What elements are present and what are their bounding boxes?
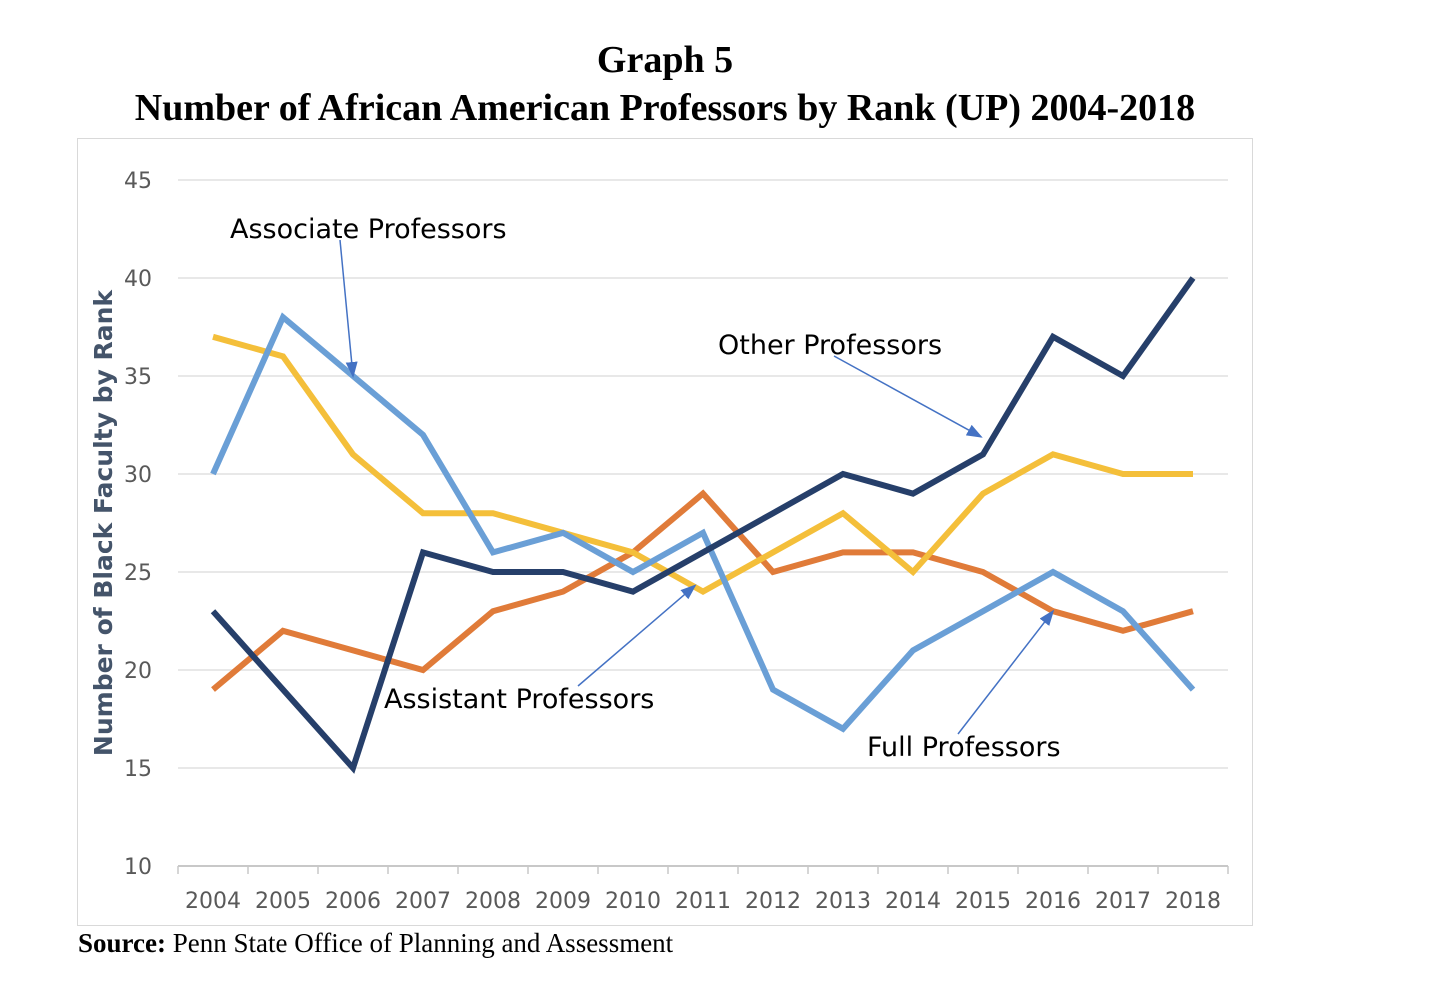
x-tick-label: 2010 xyxy=(605,889,661,914)
x-tick-label: 2013 xyxy=(815,889,871,914)
y-axis-title: Number of Black Faculty by Rank xyxy=(89,289,118,756)
x-tick-label: 2005 xyxy=(255,889,311,914)
x-tick-label: 2009 xyxy=(535,889,591,914)
annotation-other-professors: Other Professors xyxy=(718,330,942,361)
y-tick-label: 10 xyxy=(124,855,152,880)
source-note: Source: Penn State Office of Planning an… xyxy=(78,928,673,959)
x-tick-label: 2018 xyxy=(1165,889,1221,914)
series-line-other-professors xyxy=(210,276,1196,774)
chart-title-line2: Number of African American Professors by… xyxy=(134,87,1196,129)
y-tick-label: 20 xyxy=(124,659,152,684)
x-tick-label: 2004 xyxy=(185,889,241,914)
annotation-full-professors: Full Professors xyxy=(867,732,1061,763)
annotation-arrow xyxy=(577,584,697,687)
chart-title-line1: Graph 5 xyxy=(596,39,734,81)
x-tick-label: 2014 xyxy=(885,889,941,914)
x-tick-label: 2015 xyxy=(955,889,1011,914)
annotation-arrow xyxy=(833,355,983,438)
series-line-assistant-professors xyxy=(212,333,1193,596)
annotation-arrow xyxy=(339,239,358,378)
chart-area xyxy=(77,138,1253,926)
x-tick-label: 2006 xyxy=(325,889,381,914)
x-tick-label: 2016 xyxy=(1025,889,1081,914)
source-text: Penn State Office of Planning and Assess… xyxy=(172,928,674,958)
annotation-arrow xyxy=(957,609,1055,735)
y-tick-label: 35 xyxy=(124,365,152,390)
x-tick-label: 2008 xyxy=(465,889,521,914)
y-tick-label: 40 xyxy=(124,267,152,292)
y-tick-label: 30 xyxy=(124,463,152,488)
x-tick-label: 2017 xyxy=(1095,889,1151,914)
series-line-associate-professors xyxy=(210,312,1196,733)
x-tick-label: 2011 xyxy=(675,889,731,914)
y-tick-label: 15 xyxy=(124,757,152,782)
y-tick-label: 25 xyxy=(124,561,152,586)
annotation-associate-professors: Associate Professors xyxy=(230,214,507,245)
series-line-full-professors xyxy=(211,489,1194,692)
x-tick-label: 2012 xyxy=(745,889,801,914)
x-tick-label: 2007 xyxy=(395,889,451,914)
source-label: Source: xyxy=(78,928,166,958)
annotation-assistant-professors: Assistant Professors xyxy=(384,684,654,715)
y-tick-label: 45 xyxy=(124,169,152,194)
